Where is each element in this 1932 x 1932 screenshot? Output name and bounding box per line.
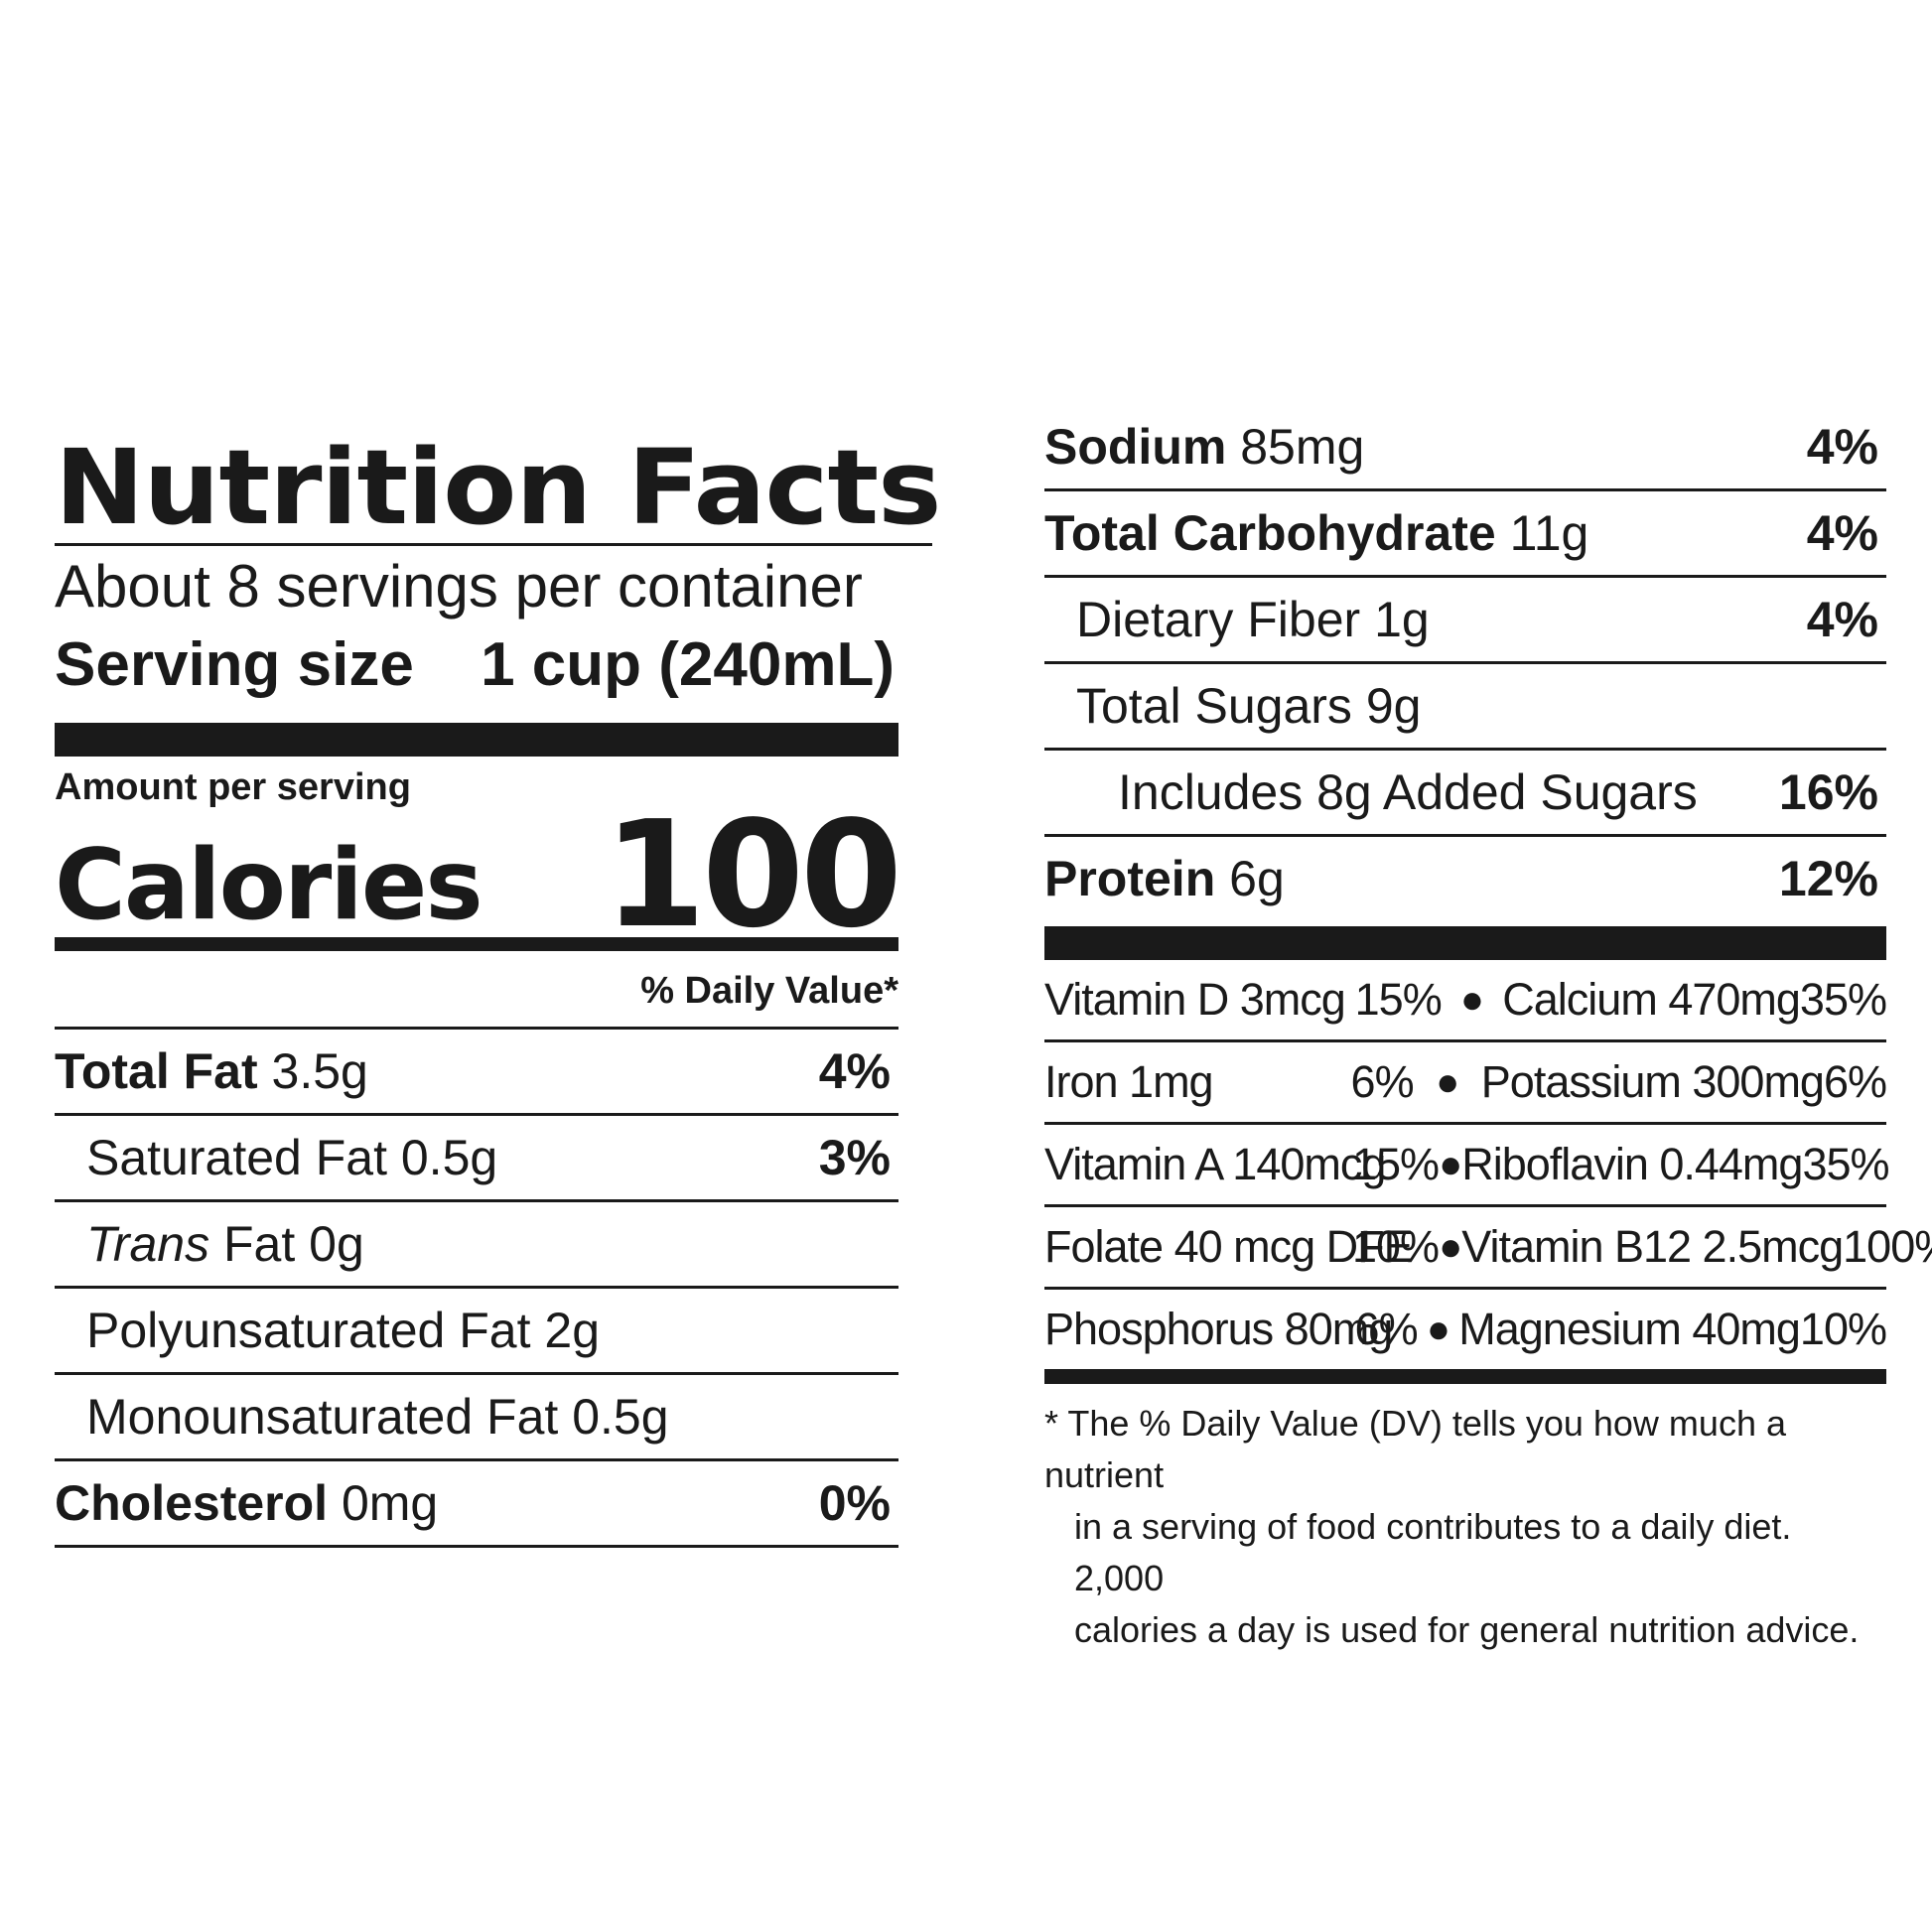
vitamin-row: Phosphorus 80mg 6% ● Magnesium 40mg 10% — [1044, 1290, 1887, 1372]
vitamin-dv: 10% — [1352, 1221, 1440, 1272]
nutrient-amount: 85mg — [1240, 419, 1365, 475]
nutrient-row-added-sugars: Includes 8g Added Sugars 16% — [1044, 751, 1886, 837]
calories-label: Calories — [55, 829, 483, 942]
nutrient-row-saturated-fat: Saturated Fat 0.5g 3% — [55, 1116, 898, 1202]
nutrient-row-dietary-fiber: Dietary Fiber 1g 4% — [1044, 578, 1886, 664]
nutrient-amount: 1g — [1374, 592, 1430, 647]
vitamin-row: Vitamin D 3mcg 15% ● Calcium 470mg 35% — [1044, 960, 1887, 1042]
bullet-icon: ● — [1459, 977, 1484, 1022]
calories-value: 100 — [604, 789, 902, 960]
vitamin-dv: 6% — [1350, 1056, 1415, 1107]
mineral-name: Magnesium 40mg — [1458, 1304, 1801, 1354]
mineral-name: Calcium 470mg — [1502, 974, 1801, 1025]
nutrient-name: Cholesterol — [55, 1475, 329, 1531]
nutrient-name: Dietary Fiber — [1076, 592, 1361, 647]
nutrient-amount: 6g — [1229, 851, 1285, 906]
nutrient-dv: 4% — [1806, 592, 1878, 647]
nutrient-name: Monounsaturated Fat — [86, 1389, 559, 1445]
nutrition-facts-left-panel: Nutrition Facts About 8 servings per con… — [55, 432, 942, 1548]
nutrient-name: Saturated Fat — [86, 1130, 387, 1185]
nutrition-facts-title: Nutrition Facts — [55, 427, 942, 548]
vitamin-row: Folate 40 mcg DFE 10% ● Vitamin B12 2.5m… — [1044, 1207, 1932, 1290]
vitamin-name: Folate 40 mcg DFE — [1044, 1221, 1414, 1272]
nutrient-dv: 16% — [1778, 764, 1878, 820]
nutrient-row-protein: Protein 6g 12% — [1044, 837, 1886, 920]
bullet-icon: ● — [1426, 1307, 1450, 1351]
nutrient-name: Protein — [1044, 851, 1216, 906]
serving-size-label: Serving size — [55, 630, 414, 699]
nutrient-dv: 4% — [1806, 419, 1878, 475]
vitamin-name: Vitamin D 3mcg — [1044, 974, 1346, 1025]
nutrient-name: Total Fat — [55, 1043, 258, 1099]
mineral-dv: 35% — [1802, 1139, 1889, 1189]
nutrient-name: Fat — [223, 1216, 296, 1272]
vitamins-divider — [1044, 926, 1886, 960]
daily-value-header: % Daily Value* — [55, 951, 898, 1030]
nutrient-name: Polyunsaturated Fat — [86, 1303, 531, 1358]
nutrient-dv: 0% — [818, 1475, 891, 1531]
vitamin-row: Iron 1mg 6% ● Potassium 300mg 6% — [1044, 1042, 1887, 1125]
nutrient-amount: 0g — [309, 1216, 364, 1272]
medium-divider — [55, 937, 898, 951]
vitamin-row: Vitamin A 140mcg 15% ● Riboflavin 0.44mg… — [1044, 1125, 1890, 1207]
nutrient-amount: 0.5g — [572, 1389, 669, 1445]
vitamin-dv: 15% — [1354, 974, 1443, 1025]
nutrient-amount: 0.5g — [400, 1130, 498, 1185]
nutrient-amount: 3.5g — [271, 1043, 368, 1099]
nutrient-row-monounsaturated-fat: Monounsaturated Fat 0.5g — [55, 1375, 898, 1461]
nutrient-dv: 3% — [818, 1130, 891, 1185]
nutrient-row-total-fat: Total Fat 3.5g 4% — [55, 1030, 898, 1116]
nutrient-name: Sodium — [1044, 419, 1227, 475]
nutrient-name: Total Sugars — [1076, 678, 1352, 734]
mineral-dv: 6% — [1823, 1056, 1887, 1107]
mineral-dv: 35% — [1799, 974, 1887, 1025]
thick-divider — [55, 723, 898, 757]
footnote-line: * The % Daily Value (DV) tells you how m… — [1044, 1403, 1786, 1495]
nutrient-row-sodium: Sodium 85mg 4% — [1044, 405, 1886, 491]
nutrient-row-total-carbohydrate: Total Carbohydrate 11g 4% — [1044, 491, 1886, 578]
nutrient-amount: 9g — [1365, 678, 1422, 734]
nutrient-amount: 2g — [544, 1303, 601, 1358]
nutrition-facts-right-panel: Sodium 85mg 4% Total Carbohydrate 11g 4%… — [1044, 405, 1932, 1656]
nutrient-row-polyunsaturated-fat: Polyunsaturated Fat 2g — [55, 1289, 898, 1375]
bullet-icon: ● — [1439, 1224, 1462, 1269]
nutrient-name: Total Carbohydrate — [1044, 505, 1496, 561]
vitamin-dv: 6% — [1354, 1304, 1419, 1354]
mineral-dv: 10% — [1799, 1304, 1887, 1354]
mineral-name: Potassium 300mg — [1480, 1056, 1825, 1107]
vitamin-name: Phosphorus 80mg — [1044, 1304, 1393, 1354]
vitamin-dv: 15% — [1352, 1139, 1440, 1189]
bullet-icon: ● — [1436, 1059, 1459, 1104]
daily-value-footnote: * The % Daily Value (DV) tells you how m… — [1044, 1398, 1886, 1656]
nutrient-dv: 4% — [1806, 505, 1878, 561]
bullet-icon: ● — [1439, 1142, 1462, 1186]
nutrient-row-cholesterol: Cholesterol 0mg 0% — [55, 1461, 898, 1548]
vitamin-name: Vitamin A 140mcg — [1044, 1139, 1386, 1189]
nutrient-dv: 12% — [1778, 851, 1878, 906]
serving-size-row: Serving size 1 cup (240mL) — [55, 625, 898, 705]
servings-per-container: About 8 servings per container — [55, 553, 863, 620]
serving-size-value: 1 cup (240mL) — [481, 630, 895, 699]
nutrient-dv: 4% — [818, 1043, 891, 1099]
vitamins-end-divider — [1044, 1372, 1886, 1384]
nutrient-row-trans-fat: Trans Fat 0g — [55, 1202, 898, 1289]
nutrient-name: Includes 8g Added Sugars — [1118, 764, 1698, 820]
mineral-name: Vitamin B12 2.5mcg — [1461, 1221, 1844, 1272]
nutrient-amount: 11g — [1509, 505, 1589, 561]
footnote-line: in a serving of food contributes to a da… — [1074, 1506, 1792, 1598]
mineral-name: Riboflavin 0.44mg — [1461, 1139, 1803, 1189]
nutrient-row-total-sugars: Total Sugars 9g — [1044, 664, 1886, 751]
amount-per-serving-label: Amount per serving — [55, 766, 411, 808]
calories-row: Calories 100 — [55, 801, 902, 948]
nutrient-name-italic: Trans — [86, 1216, 210, 1272]
nutrient-amount: 0mg — [341, 1475, 439, 1531]
footnote-line: calories a day is used for general nutri… — [1074, 1609, 1860, 1650]
mineral-dv: 100% — [1843, 1221, 1932, 1272]
vitamin-name: Iron 1mg — [1044, 1056, 1214, 1107]
